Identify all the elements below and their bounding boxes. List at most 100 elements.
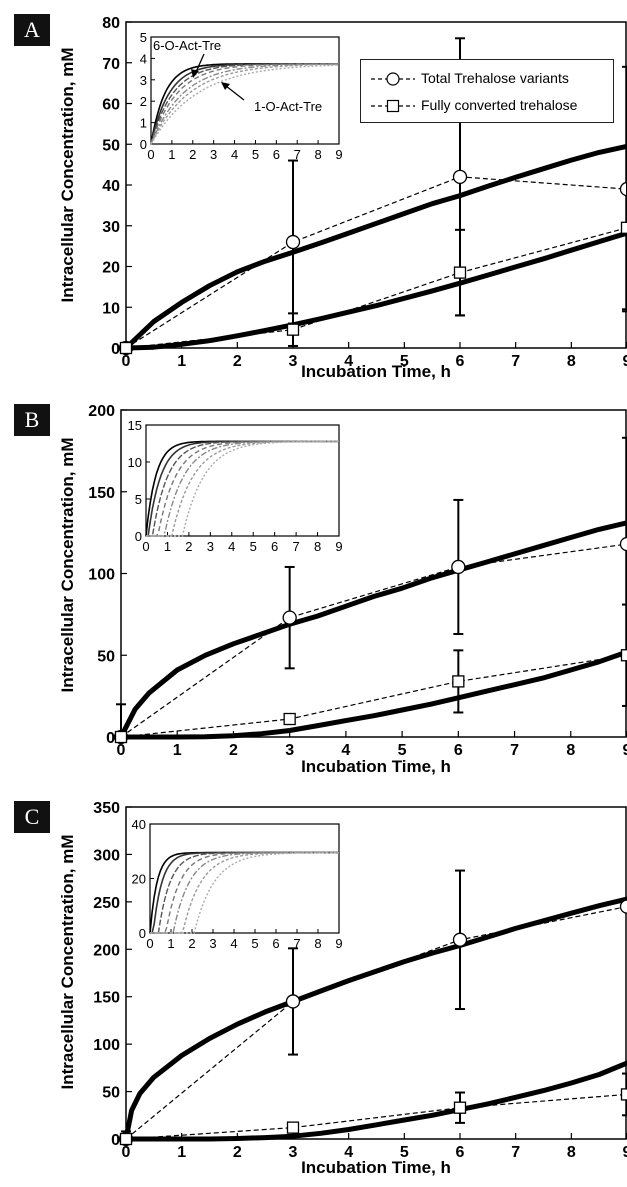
data-point-square-c-0 bbox=[119, 1132, 133, 1146]
inset-x-tick-label-b-2: 2 bbox=[185, 539, 192, 554]
data-point-square-a-2 bbox=[453, 266, 467, 279]
y-tick-label-c-7: 350 bbox=[93, 800, 120, 817]
x-tick-label-a-5: 5 bbox=[400, 353, 409, 370]
inset-curve-a-4 bbox=[150, 63, 339, 145]
inset-x-tick-label-b-3: 3 bbox=[207, 539, 214, 554]
series-line-c-1 bbox=[125, 1093, 627, 1140]
y-tick-label-a-4: 40 bbox=[102, 178, 120, 195]
data-point-square-a-1 bbox=[286, 323, 300, 336]
inset-x-tick-label-a-3: 3 bbox=[210, 147, 217, 162]
model-curve-b-1 bbox=[118, 649, 627, 740]
inset-y-tick-label-b-3: 15 bbox=[128, 418, 142, 433]
inset-y-tick-label-a-0: 0 bbox=[140, 137, 147, 152]
x-tick-label-a-9: 9 bbox=[623, 353, 627, 370]
x-axis-label-c: Incubation Time, h bbox=[301, 1158, 451, 1177]
inset-x-tick-label-c-8: 8 bbox=[314, 936, 321, 951]
inset-annotation-6-o: 6-O-Act-Tre bbox=[153, 38, 222, 53]
y-tick-label-b-4: 200 bbox=[88, 403, 115, 420]
x-tick-label-b-5: 5 bbox=[398, 742, 407, 759]
y-tick-label-a-5: 50 bbox=[102, 137, 120, 154]
x-tick-label-c-1: 1 bbox=[177, 1144, 186, 1161]
x-tick-label-b-7: 7 bbox=[510, 742, 519, 759]
inset-curve-a-2 bbox=[150, 63, 339, 145]
inset-frame-b bbox=[145, 424, 340, 537]
inset-x-tick-label-a-2: 2 bbox=[189, 147, 196, 162]
x-tick-label-c-8: 8 bbox=[567, 1144, 576, 1161]
x-tick-label-c-9: 9 bbox=[623, 1144, 627, 1161]
x-tick-label-b-4: 4 bbox=[341, 742, 350, 759]
inset-y-tick-label-c-2: 40 bbox=[132, 817, 146, 832]
x-tick-label-a-3: 3 bbox=[289, 353, 298, 370]
inset-x-tick-label-a-8: 8 bbox=[314, 147, 321, 162]
y-tick-label-c-6: 300 bbox=[93, 847, 120, 864]
inset-x-tick-label-a-1: 1 bbox=[168, 147, 175, 162]
inset-y-tick-label-a-5: 5 bbox=[140, 30, 147, 45]
y-tick-label-a-8: 80 bbox=[102, 15, 120, 32]
chart-a-svg: 0102030405060708001234567890123450123456… bbox=[102, 15, 627, 370]
inset-curve-b-4 bbox=[146, 440, 339, 537]
inset-curve-a-6 bbox=[150, 64, 340, 145]
x-tick-label-c-2: 2 bbox=[233, 1144, 242, 1161]
data-point-circle-c-3 bbox=[619, 899, 627, 914]
data-point-circle-c-1 bbox=[285, 994, 301, 1009]
chart-b-svg: 05010015020001234567890510150123456789 bbox=[88, 403, 627, 759]
inset-y-tick-label-a-2: 2 bbox=[140, 94, 147, 109]
y-tick-label-c-2: 100 bbox=[93, 1037, 120, 1054]
x-tick-label-b-6: 6 bbox=[454, 742, 463, 759]
y-tick-label-c-3: 150 bbox=[93, 990, 120, 1007]
x-tick-label-c-3: 3 bbox=[289, 1144, 298, 1161]
x-tick-label-a-7: 7 bbox=[511, 353, 520, 370]
inset-x-tick-label-b-1: 1 bbox=[164, 539, 171, 554]
legend-label-converted: Fully converted trehalose bbox=[421, 97, 578, 113]
x-tick-label-c-7: 7 bbox=[511, 1144, 520, 1161]
inset-arrow-head-6-o bbox=[191, 69, 199, 78]
model-curve-c-0 bbox=[123, 896, 627, 1142]
inset-x-tick-label-c-2: 2 bbox=[188, 936, 195, 951]
inset-y-tick-label-a-4: 4 bbox=[140, 51, 147, 66]
y-tick-label-a-1: 10 bbox=[102, 300, 120, 317]
x-tick-label-b-3: 3 bbox=[285, 742, 294, 759]
inset-x-tick-label-b-7: 7 bbox=[292, 539, 299, 554]
y-tick-label-b-1: 50 bbox=[97, 648, 115, 665]
inset-x-tick-label-c-5: 5 bbox=[251, 936, 258, 951]
x-tick-label-b-2: 2 bbox=[229, 742, 238, 759]
plot-frame-c bbox=[125, 806, 627, 1140]
data-point-square-a-3 bbox=[620, 221, 627, 234]
model-curve-c-1 bbox=[123, 1060, 627, 1142]
y-tick-label-b-0: 0 bbox=[106, 730, 115, 747]
y-axis-label-a: Intracellular Concentration, mM bbox=[58, 47, 77, 303]
data-point-square-b-1 bbox=[283, 712, 296, 726]
inset-y-tick-label-c-1: 20 bbox=[132, 872, 146, 887]
legend: Total Trehalose variants Fully converted… bbox=[360, 59, 614, 123]
y-tick-label-a-2: 20 bbox=[102, 260, 120, 277]
panel-c: 0501001502002503003500123456789020400123… bbox=[0, 787, 627, 1187]
panel-letter-b: B bbox=[14, 404, 50, 436]
x-tick-label-b-8: 8 bbox=[566, 742, 575, 759]
panel-letter-c: C bbox=[14, 801, 50, 833]
inset-x-tick-label-c-0: 0 bbox=[146, 936, 153, 951]
data-point-circle-b-3 bbox=[619, 536, 627, 552]
inset-x-tick-label-b-0: 0 bbox=[142, 539, 149, 554]
data-point-square-b-3 bbox=[620, 649, 627, 662]
model-curve-a-0 bbox=[123, 143, 627, 351]
x-tick-label-c-0: 0 bbox=[122, 1144, 131, 1161]
model-curve-a-1 bbox=[123, 230, 627, 351]
data-point-circle-a-3 bbox=[619, 181, 627, 197]
x-tick-label-c-4: 4 bbox=[344, 1144, 353, 1161]
inset-x-tick-label-a-9: 9 bbox=[335, 147, 342, 162]
y-tick-label-a-3: 30 bbox=[102, 219, 120, 236]
x-tick-label-b-1: 1 bbox=[173, 742, 182, 759]
inset-x-tick-label-a-5: 5 bbox=[252, 147, 259, 162]
panel-a: 0102030405060708001234567890123450123456… bbox=[0, 0, 627, 390]
inset-x-tick-label-b-8: 8 bbox=[314, 539, 321, 554]
y-axis-label-b: Intracellular Concentration, mM bbox=[58, 437, 77, 693]
data-point-circle-a-2 bbox=[452, 169, 468, 185]
y-tick-label-a-6: 60 bbox=[102, 97, 120, 114]
inset-frame-c bbox=[149, 823, 340, 934]
model-curve-b-0 bbox=[118, 520, 627, 740]
series-line-a-0 bbox=[125, 176, 627, 349]
data-point-circle-b-2 bbox=[451, 559, 466, 575]
legend-square-icon bbox=[371, 99, 415, 113]
legend-circle-icon bbox=[371, 72, 415, 86]
inset-annotation-1-o: 1-O-Act-Tre bbox=[254, 99, 323, 114]
